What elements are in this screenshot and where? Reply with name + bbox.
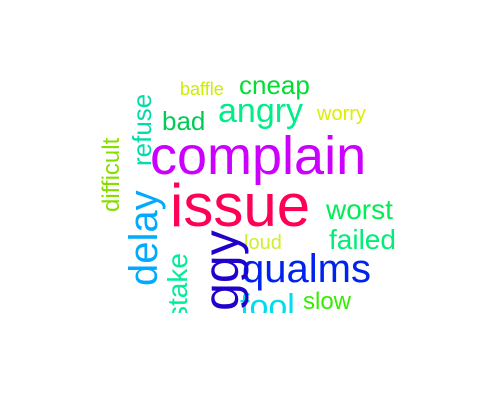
word-worry: worry bbox=[317, 103, 366, 125]
word-slow: slow bbox=[303, 288, 352, 314]
word-baffle: baffle bbox=[180, 79, 224, 99]
word-cneap: cneap bbox=[239, 70, 310, 100]
word-delay: delay bbox=[122, 190, 166, 286]
word-angry: angry bbox=[218, 92, 304, 130]
word-iggy: iggy bbox=[193, 230, 249, 313]
word-bad: bad bbox=[162, 106, 206, 136]
word-loud: loud bbox=[244, 232, 282, 254]
word-qualms: qualms bbox=[242, 247, 371, 291]
word-issue: issue bbox=[170, 172, 311, 239]
word-refuse: refuse bbox=[127, 93, 157, 166]
word-stake: stake bbox=[162, 253, 193, 313]
word-fool: fool bbox=[240, 288, 295, 313]
word-cloud-clip: baffle cneap angry worry bad complain is… bbox=[98, 70, 396, 314]
word-complain: complain bbox=[150, 126, 367, 186]
word-worst: worst bbox=[326, 194, 393, 225]
word-difficult: difficult bbox=[98, 137, 125, 212]
word-failed: failed bbox=[329, 224, 396, 255]
